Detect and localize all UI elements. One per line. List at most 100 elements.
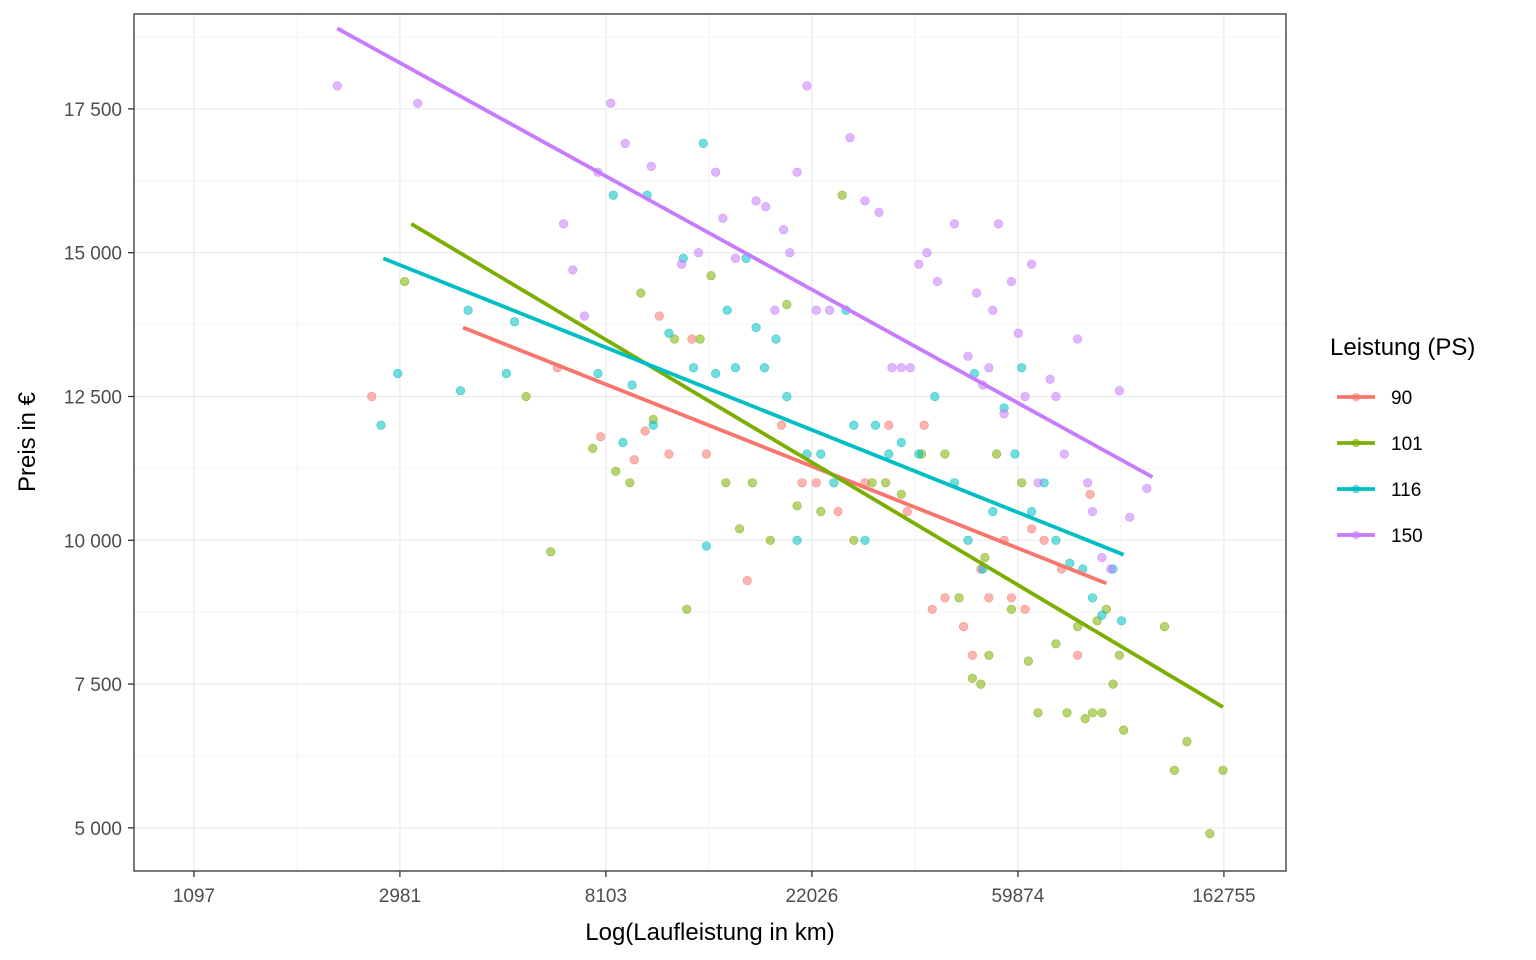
x-tick-label: 2981: [379, 886, 421, 907]
data-point-101: [991, 449, 1002, 459]
data-point-90: [687, 334, 697, 344]
data-point-150: [1006, 276, 1017, 287]
data-point-101: [625, 478, 635, 488]
data-point-150: [1083, 478, 1093, 488]
data-point-116: [593, 368, 603, 379]
data-point-101: [1159, 621, 1170, 632]
data-point-116: [870, 420, 881, 430]
data-point-101: [880, 478, 891, 488]
data-point-150: [710, 167, 721, 177]
data-point-101: [721, 478, 731, 488]
data-point-101: [896, 489, 906, 499]
data-point-150: [988, 305, 998, 315]
data-point-150: [1033, 478, 1043, 488]
trend-line-150: [336, 26, 1154, 479]
data-point-150: [1020, 391, 1030, 402]
y-tick-label: 7 500: [74, 675, 122, 696]
data-point-150: [1106, 564, 1116, 574]
data-point-101: [1218, 765, 1228, 775]
data-point-101: [976, 679, 986, 689]
data-point-116: [1010, 449, 1020, 459]
trend-line-116: [382, 256, 1125, 557]
data-point-116: [688, 363, 699, 373]
x-axis-title: Log(Laufleistung in km): [585, 919, 834, 946]
data-point-101: [980, 552, 990, 563]
data-point-150: [1026, 259, 1037, 269]
data-point-150: [999, 409, 1009, 419]
data-point-101: [1023, 656, 1033, 666]
data-point-101: [1182, 736, 1192, 747]
legend-marker-90: [1351, 392, 1361, 402]
data-point-150: [949, 219, 960, 229]
data-point-90: [919, 420, 929, 430]
y-tick-label: 10 000: [64, 531, 122, 552]
data-point-116: [1017, 363, 1027, 373]
data-point-116: [792, 535, 802, 545]
data-point-150: [1051, 391, 1061, 402]
legend-item-116: 116: [1337, 480, 1421, 501]
data-point-90: [640, 426, 650, 436]
data-point-101: [734, 524, 745, 534]
panel-background: [134, 14, 1286, 871]
data-point-116: [501, 368, 512, 379]
data-point-90: [797, 478, 807, 488]
data-point-90: [654, 311, 664, 321]
data-point-101: [837, 190, 847, 200]
data-point-150: [785, 248, 795, 258]
data-point-150: [874, 207, 884, 217]
data-point-101: [706, 271, 716, 281]
data-point-101: [1080, 713, 1090, 724]
data-point-116: [648, 420, 658, 430]
data-point-150: [332, 81, 342, 91]
data-point-90: [833, 506, 843, 517]
y-tick-label: 5 000: [74, 819, 122, 840]
data-point-90: [958, 621, 969, 632]
trend-line-90: [462, 325, 1108, 586]
data-point-150: [579, 311, 590, 321]
data-point-101: [954, 593, 964, 603]
legend-item-150: 150: [1337, 526, 1423, 547]
x-tick-label: 1097: [173, 886, 215, 907]
data-point-116: [698, 138, 708, 148]
data-point-150: [922, 248, 932, 258]
x-tick-label: 8103: [585, 886, 627, 907]
data-point-150: [1045, 374, 1055, 384]
data-point-150: [914, 259, 924, 269]
data-point-90: [1085, 489, 1095, 499]
scatter-points: [332, 81, 1228, 839]
data-point-150: [730, 253, 741, 263]
data-point-150: [778, 225, 789, 235]
data-point-150: [824, 305, 835, 315]
y-axis-title: Preis in €: [14, 391, 41, 492]
data-point-101: [816, 506, 826, 517]
data-point-90: [1072, 650, 1083, 660]
data-point-90: [629, 455, 639, 465]
data-point-101: [1051, 639, 1061, 649]
data-point-116: [509, 317, 520, 327]
data-point-150: [413, 98, 423, 108]
data-point-150: [1013, 328, 1023, 338]
data-point-116: [884, 449, 894, 459]
data-point-116: [963, 535, 973, 545]
data-point-101: [636, 288, 646, 298]
data-point-116: [860, 535, 870, 545]
data-point-101: [588, 443, 598, 453]
data-point-116: [1087, 593, 1098, 603]
legend-items: 90 101 116 150: [1337, 388, 1423, 547]
data-point-150: [792, 167, 802, 177]
data-point-116: [829, 478, 839, 488]
data-point-101: [669, 334, 680, 344]
data-point-101: [782, 299, 792, 310]
x-tick-label: 59874: [991, 886, 1044, 907]
data-point-116: [759, 363, 770, 373]
data-point-90: [984, 593, 994, 603]
data-point-90: [742, 575, 752, 586]
data-point-150: [887, 363, 897, 373]
y-tick-label: 15 000: [64, 244, 122, 265]
data-point-116: [782, 391, 792, 402]
data-point-101: [984, 650, 994, 660]
data-point-150: [646, 161, 656, 171]
legend-marker-116: [1351, 484, 1361, 494]
data-point-116: [730, 363, 741, 373]
data-point-150: [718, 213, 728, 223]
